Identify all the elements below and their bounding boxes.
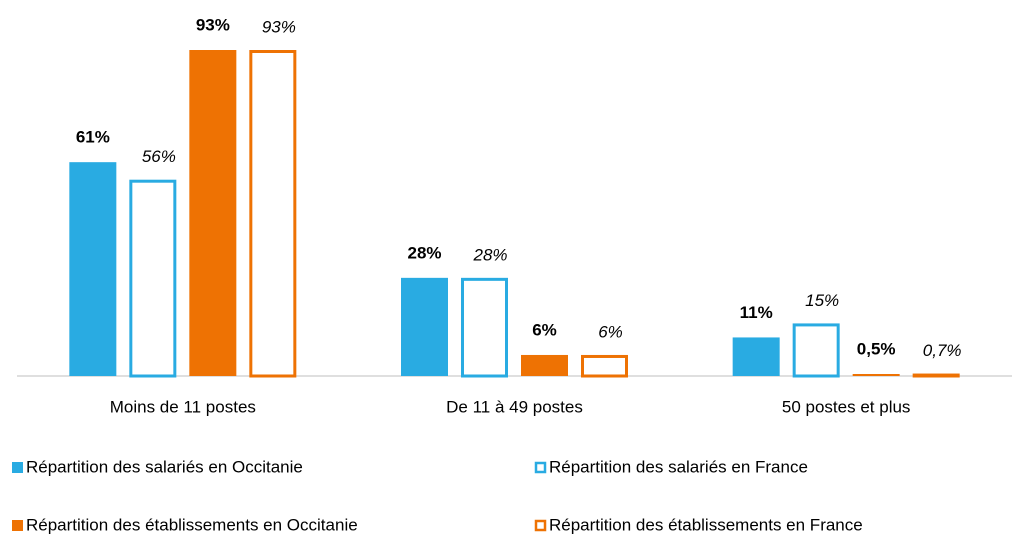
- legend-swatch: [12, 520, 23, 531]
- x-tick-label: 50 postes et plus: [782, 397, 911, 416]
- data-label: 28%: [407, 243, 441, 262]
- data-label: 0,5%: [857, 339, 896, 358]
- x-tick-label: Moins de 11 postes: [110, 397, 256, 416]
- data-label: 93%: [262, 17, 296, 36]
- bar: [912, 373, 960, 378]
- bar: [129, 179, 177, 378]
- bar: [521, 354, 568, 376]
- data-label: 6%: [598, 322, 623, 341]
- legend-label: Répartition des salariés en Occitanie: [26, 457, 303, 476]
- data-label: 6%: [532, 320, 557, 339]
- bar: [461, 277, 508, 378]
- data-label: 11%: [740, 303, 773, 322]
- data-label: 28%: [472, 245, 507, 264]
- bar: [732, 337, 780, 376]
- bar: [581, 354, 628, 378]
- data-label: 61%: [76, 128, 110, 147]
- legend-label: Répartition des établissements en France: [549, 515, 863, 534]
- legend-swatch: [534, 519, 547, 532]
- legend-swatch: [12, 462, 23, 473]
- bar: [401, 277, 448, 376]
- data-label: 15%: [805, 291, 839, 310]
- data-label: 0,7%: [923, 341, 962, 360]
- x-tick-label: De 11 à 49 postes: [446, 397, 583, 416]
- bar: [249, 50, 297, 378]
- data-label: 56%: [142, 147, 176, 166]
- legend-label: Répartition des établissements en Occita…: [26, 515, 358, 534]
- bar: [69, 162, 117, 376]
- bar: [189, 50, 237, 376]
- legend-label: Répartition des salariés en France: [549, 457, 808, 476]
- data-label: 93%: [196, 15, 230, 34]
- legend-swatch: [534, 461, 547, 474]
- bar: [792, 323, 840, 378]
- bar: [852, 374, 900, 376]
